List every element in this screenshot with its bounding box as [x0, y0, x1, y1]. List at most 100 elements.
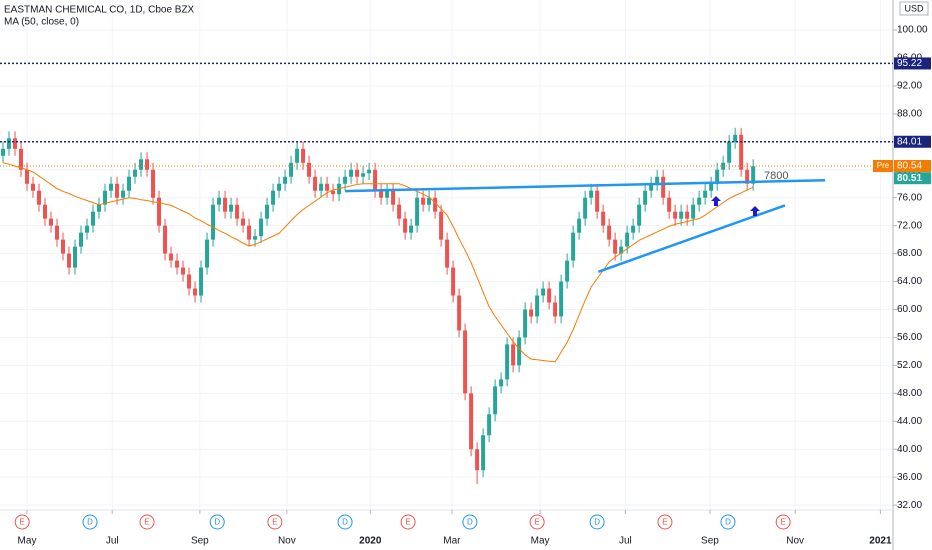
pre-label-box	[873, 159, 893, 172]
candle-body	[619, 246, 624, 254]
candle-body	[637, 204, 642, 226]
candle-body	[1, 148, 6, 156]
candle-body	[751, 166, 756, 184]
x-tick-label: May	[531, 536, 550, 547]
y-tick-label: 40.00	[897, 444, 922, 455]
candle-body	[715, 169, 720, 184]
candle-body	[79, 232, 84, 247]
candle-body	[655, 176, 660, 184]
candle-body	[547, 288, 552, 303]
event-label: D	[342, 518, 348, 527]
event-marker	[14, 514, 30, 530]
candle-body	[277, 183, 282, 191]
event-marker	[775, 514, 791, 530]
candle-body	[253, 236, 258, 240]
ma-line	[2, 162, 754, 363]
candle-body	[31, 183, 36, 191]
candle-body	[157, 197, 162, 226]
x-tick-label: 2020	[359, 536, 382, 547]
candle-body	[559, 281, 564, 317]
candle-body	[145, 159, 150, 170]
candle-body	[475, 449, 480, 471]
candle-body	[517, 337, 522, 366]
candle-body	[379, 190, 384, 198]
candle-body	[49, 218, 54, 226]
event-marker	[529, 514, 545, 530]
event-label: D	[467, 518, 473, 527]
currency: USD	[904, 3, 924, 13]
candle-body	[55, 225, 60, 240]
y-tick-label: 72.00	[897, 220, 922, 231]
x-tick-label: 2021	[869, 536, 892, 547]
candle-body	[241, 218, 246, 226]
candle-body	[481, 435, 486, 471]
x-tick-label: Nov	[786, 536, 804, 547]
event-label: E	[20, 518, 25, 527]
candle-body	[523, 309, 528, 338]
candle-body	[457, 295, 462, 331]
candle-body	[511, 344, 516, 366]
candle-body	[727, 141, 732, 163]
candle-body	[121, 190, 126, 198]
candle-body	[169, 253, 174, 261]
y-tick-label: 56.00	[897, 332, 922, 343]
candle-body	[325, 183, 330, 191]
candle-body	[115, 183, 120, 198]
candle-body	[223, 197, 228, 212]
y-tick-label: 64.00	[897, 276, 922, 287]
candle-body	[745, 169, 750, 184]
candle-body	[649, 183, 654, 191]
candle-body	[97, 204, 102, 212]
candle-body	[541, 288, 546, 296]
candle-body	[187, 274, 192, 289]
candle-body	[43, 204, 48, 219]
candle-body	[235, 204, 240, 219]
candle-body	[589, 190, 594, 198]
candle-body	[391, 190, 396, 205]
candle-body	[469, 393, 474, 450]
candle-body	[139, 159, 144, 170]
chart-title: EASTMAN CHEMICAL CO, 1D, Cboe BZX	[4, 5, 195, 16]
candle-body	[199, 267, 204, 296]
candle-body	[271, 190, 276, 205]
price-label-box	[894, 172, 931, 185]
candle-body	[667, 197, 672, 212]
candle-body	[361, 173, 366, 177]
x-tick-label: Jul	[106, 536, 119, 547]
candle-body	[175, 260, 180, 268]
candle-body	[349, 169, 354, 177]
candle-body	[529, 309, 534, 317]
y-tick-label: 44.00	[897, 416, 922, 427]
candle-body	[463, 330, 468, 394]
candle-body	[583, 197, 588, 219]
candle-body	[409, 225, 414, 233]
candle-body	[691, 204, 696, 219]
pre-label: Pre	[877, 161, 890, 170]
candle-body	[163, 225, 168, 254]
event-marker	[400, 514, 416, 530]
candle-body	[247, 225, 252, 240]
candle-body	[331, 190, 336, 195]
x-tick-label: Sep	[701, 536, 719, 547]
candle-body	[427, 197, 432, 205]
event-marker	[82, 514, 98, 530]
candle-body	[673, 211, 678, 219]
candle-body	[67, 253, 72, 268]
candle-body	[553, 302, 558, 317]
candle-body	[307, 162, 312, 177]
candle-body	[415, 197, 420, 226]
event-label: E	[405, 518, 410, 527]
candle-body	[133, 169, 138, 177]
candle-body	[661, 176, 666, 198]
candle-body	[73, 246, 78, 268]
candle-body	[505, 344, 510, 380]
candle-body	[535, 295, 540, 317]
currency-box	[899, 1, 929, 16]
candle-body	[127, 176, 132, 191]
candle-body	[259, 218, 264, 237]
candle-body	[679, 211, 684, 219]
event-label: D	[214, 518, 220, 527]
annotation: 7800	[764, 170, 788, 182]
x-tick-label: Mar	[443, 536, 461, 547]
